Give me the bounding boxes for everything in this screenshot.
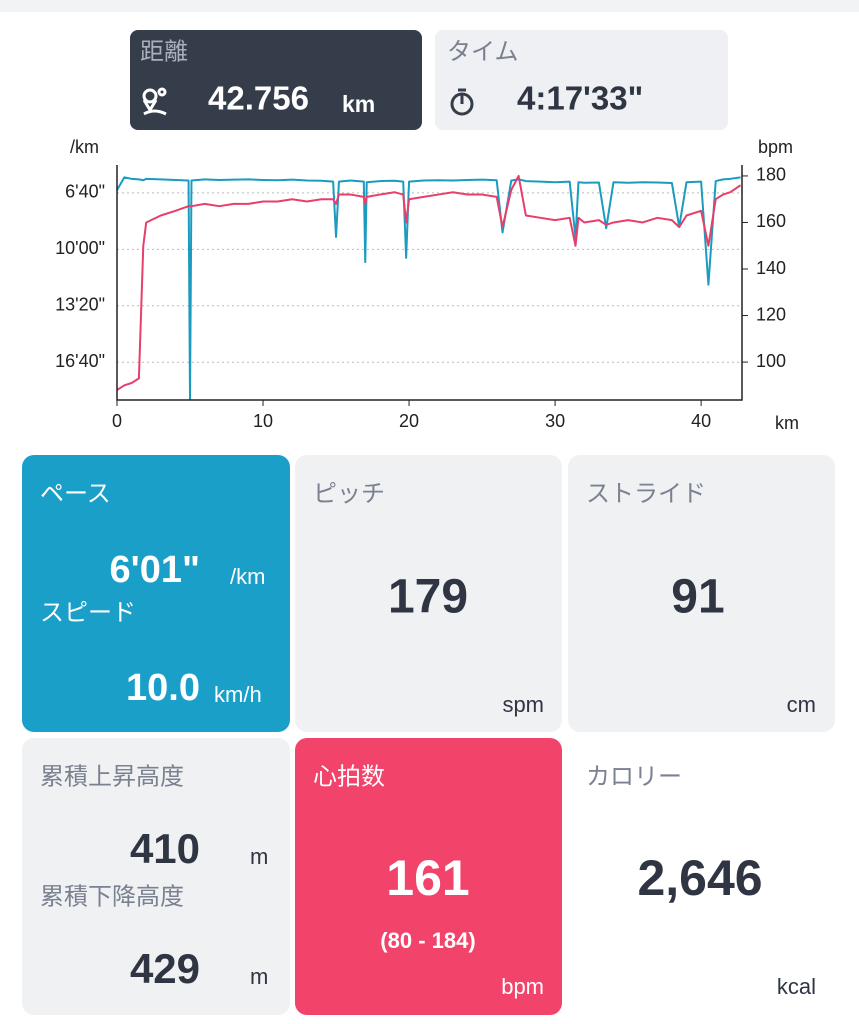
y-tick-label: 10'00" bbox=[55, 238, 105, 258]
elevation-down-label: 累積下降高度 bbox=[40, 883, 184, 910]
x-tick-label: 0 bbox=[112, 411, 122, 431]
pitch-value: 179 bbox=[388, 571, 468, 624]
x-tick-label: 40 bbox=[691, 411, 711, 431]
distance-label: 距離 bbox=[140, 38, 188, 65]
calories-unit: kcal bbox=[777, 974, 816, 999]
axis-frame bbox=[116, 165, 743, 401]
stride-value: 91 bbox=[671, 571, 724, 624]
y2-tick-label: 180 bbox=[756, 165, 786, 185]
x-tick-label: 20 bbox=[399, 411, 419, 431]
distance-unit: km bbox=[342, 91, 375, 117]
stopwatch-icon bbox=[450, 88, 474, 116]
time-tab[interactable] bbox=[435, 30, 728, 130]
time-value: 4:17'33" bbox=[517, 80, 643, 117]
heart-rate-card[interactable] bbox=[295, 738, 562, 1015]
elevation-up-label: 累積上昇高度 bbox=[40, 763, 184, 790]
heart-rate-label: 心拍数 bbox=[313, 763, 385, 790]
pitch-label: ピッチ bbox=[313, 480, 385, 507]
calories-value: 2,646 bbox=[637, 850, 762, 906]
pace-value: 6'01" bbox=[110, 549, 200, 591]
elevation-card[interactable] bbox=[22, 738, 290, 1015]
elevation-down-value: 429 bbox=[130, 945, 200, 992]
elevation-up-unit: m bbox=[250, 844, 268, 869]
pace-card[interactable] bbox=[22, 455, 290, 732]
speed-unit: km/h bbox=[214, 682, 262, 707]
data-line bbox=[117, 174, 742, 391]
x-tick-label: 30 bbox=[545, 411, 565, 431]
elevation-down-unit: m bbox=[250, 964, 268, 989]
time-label: タイム bbox=[447, 38, 519, 65]
y2-tick-label: 160 bbox=[756, 211, 786, 231]
pitch-card[interactable] bbox=[295, 455, 562, 732]
stride-unit: cm bbox=[787, 692, 816, 717]
y-tick-label: 16'40" bbox=[55, 351, 105, 371]
pace-unit: /km bbox=[230, 564, 265, 589]
y2-tick-label: 120 bbox=[756, 304, 786, 324]
data-line bbox=[117, 176, 741, 400]
chart: /km bpm km 6'40"10'00"13'20"16'40" 100120… bbox=[55, 137, 799, 433]
y-tick-label: 13'20" bbox=[55, 295, 105, 315]
top-strip bbox=[0, 0, 859, 12]
distance-tab[interactable] bbox=[130, 30, 422, 130]
y2-tick-label: 140 bbox=[756, 258, 786, 278]
distance-icon bbox=[142, 87, 167, 116]
speed-label: スピード bbox=[40, 599, 136, 626]
speed-value: 10.0 bbox=[126, 667, 200, 709]
stride-label: ストライド bbox=[586, 480, 706, 507]
y2-tick-label: 100 bbox=[756, 351, 786, 371]
stride-card[interactable] bbox=[568, 455, 835, 732]
heart-rate-range: (80 - 184) bbox=[380, 928, 475, 953]
pitch-unit: spm bbox=[502, 692, 544, 717]
x-axis-label: km bbox=[775, 413, 799, 433]
y-axis-label: /km bbox=[70, 137, 99, 157]
pace-label: ペース bbox=[40, 480, 111, 507]
y-tick-label: 6'40" bbox=[65, 182, 105, 202]
y2-axis-label: bpm bbox=[758, 137, 793, 157]
x-tick-label: 10 bbox=[253, 411, 273, 431]
distance-value: 42.756 bbox=[208, 80, 309, 117]
elevation-up-value: 410 bbox=[130, 825, 200, 872]
heart-rate-value: 161 bbox=[386, 850, 469, 906]
calories-label: カロリー bbox=[586, 763, 682, 790]
heart-rate-unit: bpm bbox=[501, 974, 544, 999]
